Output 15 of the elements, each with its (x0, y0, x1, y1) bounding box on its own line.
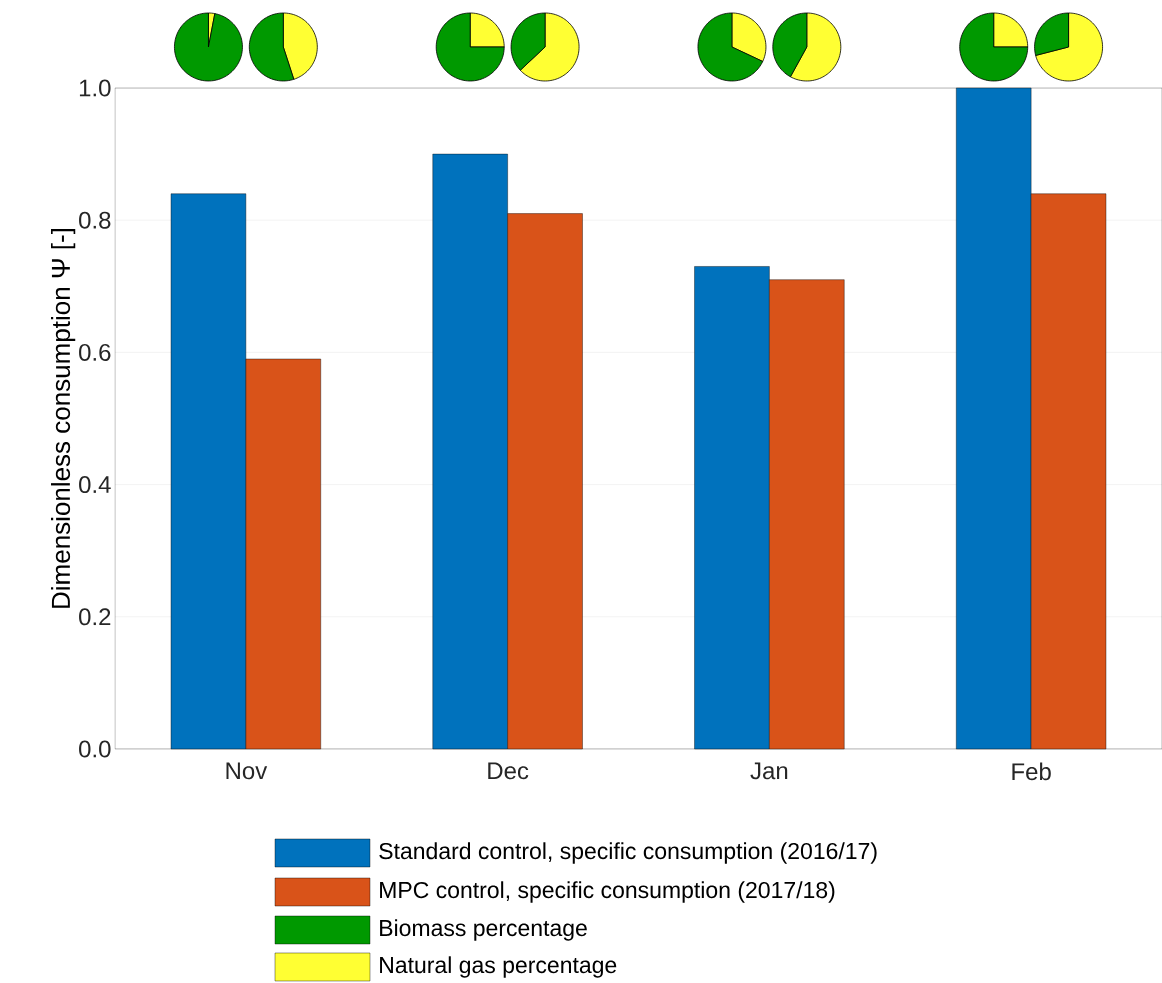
y-tick-label: 0.4 (79, 476, 111, 494)
y-tick-label: 0.8 (79, 211, 111, 229)
legend-label: Natural gas percentage (380, 956, 617, 978)
y-axis-title: Dimensionless consumption Ψ [-] (51, 228, 76, 608)
y-tick-label: 0.6 (79, 343, 111, 361)
legend-label: MPC control, specific consumption (2017/18) (380, 881, 835, 903)
x-tick-label: Nov (226, 762, 268, 780)
y-tick-label: 0.2 (79, 608, 111, 626)
y-tick-label: 0.0 (79, 740, 111, 758)
legend-label: Biomass percentage (380, 919, 587, 941)
x-tick-label: Jan (750, 762, 788, 780)
legend-label: Standard control, specific consumption (2016/17) (379, 842, 877, 864)
x-tick-label: Dec (488, 762, 529, 780)
y-tick-label: 1.0 (79, 79, 111, 97)
x-tick-label: Feb (1012, 762, 1051, 781)
